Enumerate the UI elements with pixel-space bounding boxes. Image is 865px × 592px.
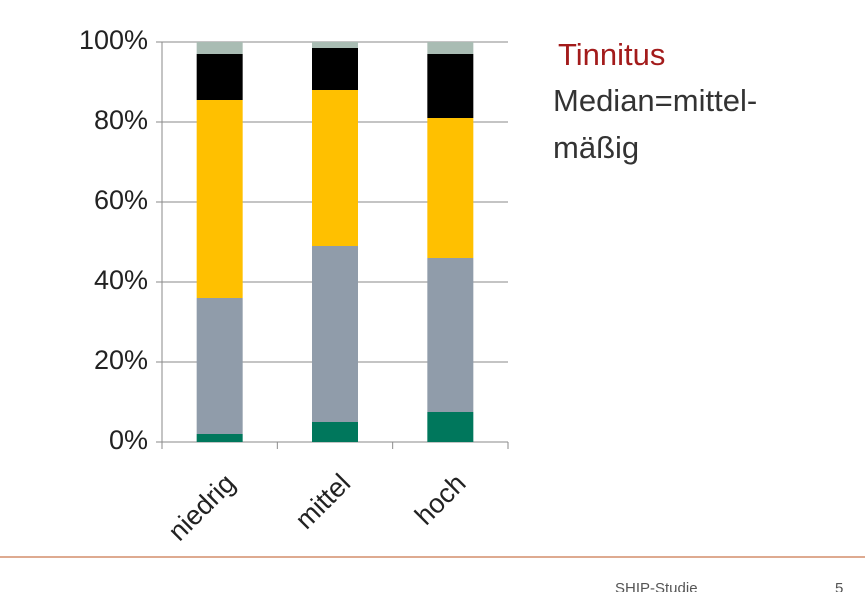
bar-segment bbox=[196, 100, 243, 298]
bar-segment bbox=[427, 118, 474, 258]
x-tick-label: mittel bbox=[289, 468, 356, 535]
bar-segment bbox=[312, 90, 358, 246]
footer-page: 5 bbox=[835, 580, 843, 592]
y-tick-label: 60% bbox=[94, 185, 148, 215]
annotation: Median=mittel- bbox=[553, 83, 757, 118]
bar-segment bbox=[427, 412, 474, 442]
bar-segment bbox=[312, 422, 358, 442]
bar-segment bbox=[427, 42, 474, 54]
bar-segment bbox=[427, 258, 474, 412]
bar-segment bbox=[312, 48, 358, 90]
bar-segment bbox=[196, 54, 243, 100]
annotation: mäßig bbox=[553, 130, 639, 165]
footer-source: SHIP-Studie bbox=[615, 580, 698, 592]
bar-segment bbox=[312, 246, 358, 422]
y-tick-label: 20% bbox=[94, 345, 148, 375]
bar-segment bbox=[196, 434, 243, 442]
x-tick-label: hoch bbox=[409, 468, 472, 531]
y-tick-label: 80% bbox=[94, 105, 148, 135]
x-tick-label: niedrig bbox=[162, 468, 241, 547]
y-tick-label: 0% bbox=[109, 425, 148, 455]
y-tick-label: 100% bbox=[79, 25, 148, 55]
bar-segment bbox=[196, 298, 243, 434]
annotation-title: Tinnitus bbox=[558, 37, 665, 72]
y-tick-label: 40% bbox=[94, 265, 148, 295]
bar-segment bbox=[196, 42, 243, 54]
bar-segment bbox=[427, 54, 474, 118]
bar-segment bbox=[312, 42, 358, 48]
